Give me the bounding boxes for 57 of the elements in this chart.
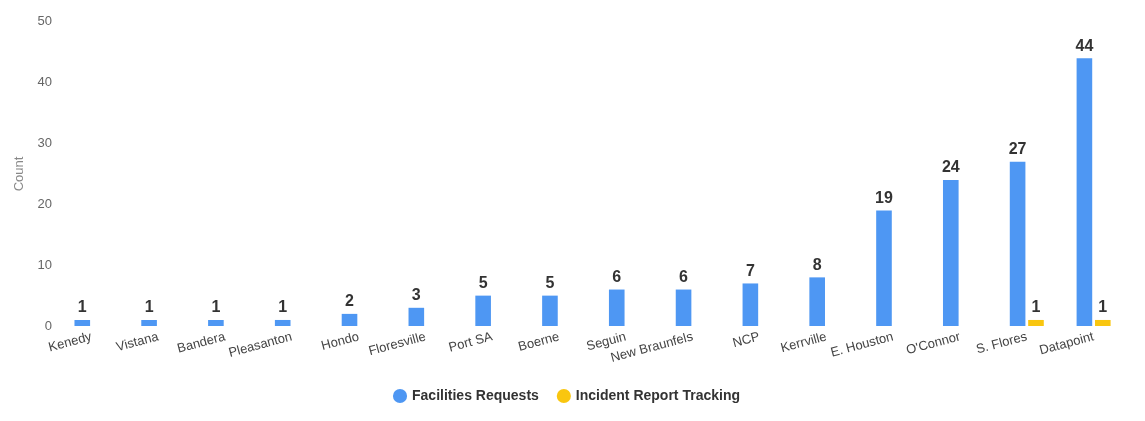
x-tick-label: O'Connor bbox=[904, 328, 963, 358]
bar bbox=[475, 295, 491, 327]
bar bbox=[1076, 58, 1093, 327]
x-tick-label: Vistana bbox=[114, 328, 161, 355]
x-tick-label: Floresville bbox=[366, 328, 428, 359]
data-label: 1 bbox=[77, 298, 87, 316]
x-tick-label: E. Houston bbox=[828, 328, 895, 360]
bar bbox=[675, 289, 692, 327]
bar bbox=[1028, 319, 1044, 327]
bar bbox=[809, 277, 825, 327]
bar bbox=[542, 295, 558, 327]
data-label: 1 bbox=[278, 298, 288, 316]
y-axis-title: Count bbox=[11, 156, 27, 192]
data-label: 2 bbox=[345, 292, 355, 310]
x-tick-label: Boerne bbox=[516, 328, 561, 354]
data-label: 1 bbox=[211, 298, 221, 316]
x-tick-label: Kerrville bbox=[778, 328, 829, 356]
bar bbox=[208, 319, 224, 327]
legend-label: Facilities Requests bbox=[412, 386, 540, 403]
data-label: 7 bbox=[745, 261, 755, 279]
bar bbox=[274, 319, 291, 327]
bar bbox=[408, 307, 425, 327]
x-tick-label: S. Flores bbox=[974, 328, 1029, 357]
y-tick-label: 10 bbox=[37, 256, 53, 272]
bar bbox=[876, 210, 892, 327]
data-label: 1 bbox=[144, 298, 154, 316]
data-label: 44 bbox=[1075, 36, 1094, 54]
y-tick-label: 50 bbox=[37, 13, 53, 29]
y-tick-label: 40 bbox=[37, 74, 53, 90]
data-label: 5 bbox=[545, 274, 555, 292]
y-tick-label: 0 bbox=[44, 317, 53, 333]
data-label: 1 bbox=[1031, 298, 1041, 316]
x-tick-label: Datapoint bbox=[1037, 328, 1096, 358]
data-label: 5 bbox=[478, 274, 488, 292]
y-tick-label: 20 bbox=[37, 195, 53, 211]
data-label: 1 bbox=[1098, 298, 1108, 316]
bar bbox=[1009, 161, 1026, 327]
data-label: 6 bbox=[679, 267, 689, 285]
data-label: 8 bbox=[812, 255, 822, 273]
x-tick-label: NCP bbox=[730, 328, 762, 351]
data-label: 3 bbox=[411, 286, 421, 304]
x-tick-label: Port SA bbox=[446, 328, 495, 355]
bar bbox=[341, 313, 358, 327]
data-label: 27 bbox=[1008, 140, 1027, 158]
y-tick-label: 30 bbox=[37, 135, 53, 151]
x-tick-label: Bandera bbox=[175, 328, 228, 356]
bar bbox=[942, 180, 959, 327]
data-label: 19 bbox=[875, 188, 893, 206]
x-tick-label: Hondo bbox=[319, 328, 361, 353]
bar bbox=[608, 289, 625, 327]
bar bbox=[141, 319, 157, 327]
legend-label: Incident Report Tracking bbox=[575, 386, 740, 403]
data-label: 6 bbox=[612, 267, 622, 285]
bar bbox=[74, 319, 91, 327]
bar bbox=[1094, 319, 1111, 327]
data-label: 24 bbox=[941, 158, 960, 176]
bar bbox=[742, 283, 759, 327]
